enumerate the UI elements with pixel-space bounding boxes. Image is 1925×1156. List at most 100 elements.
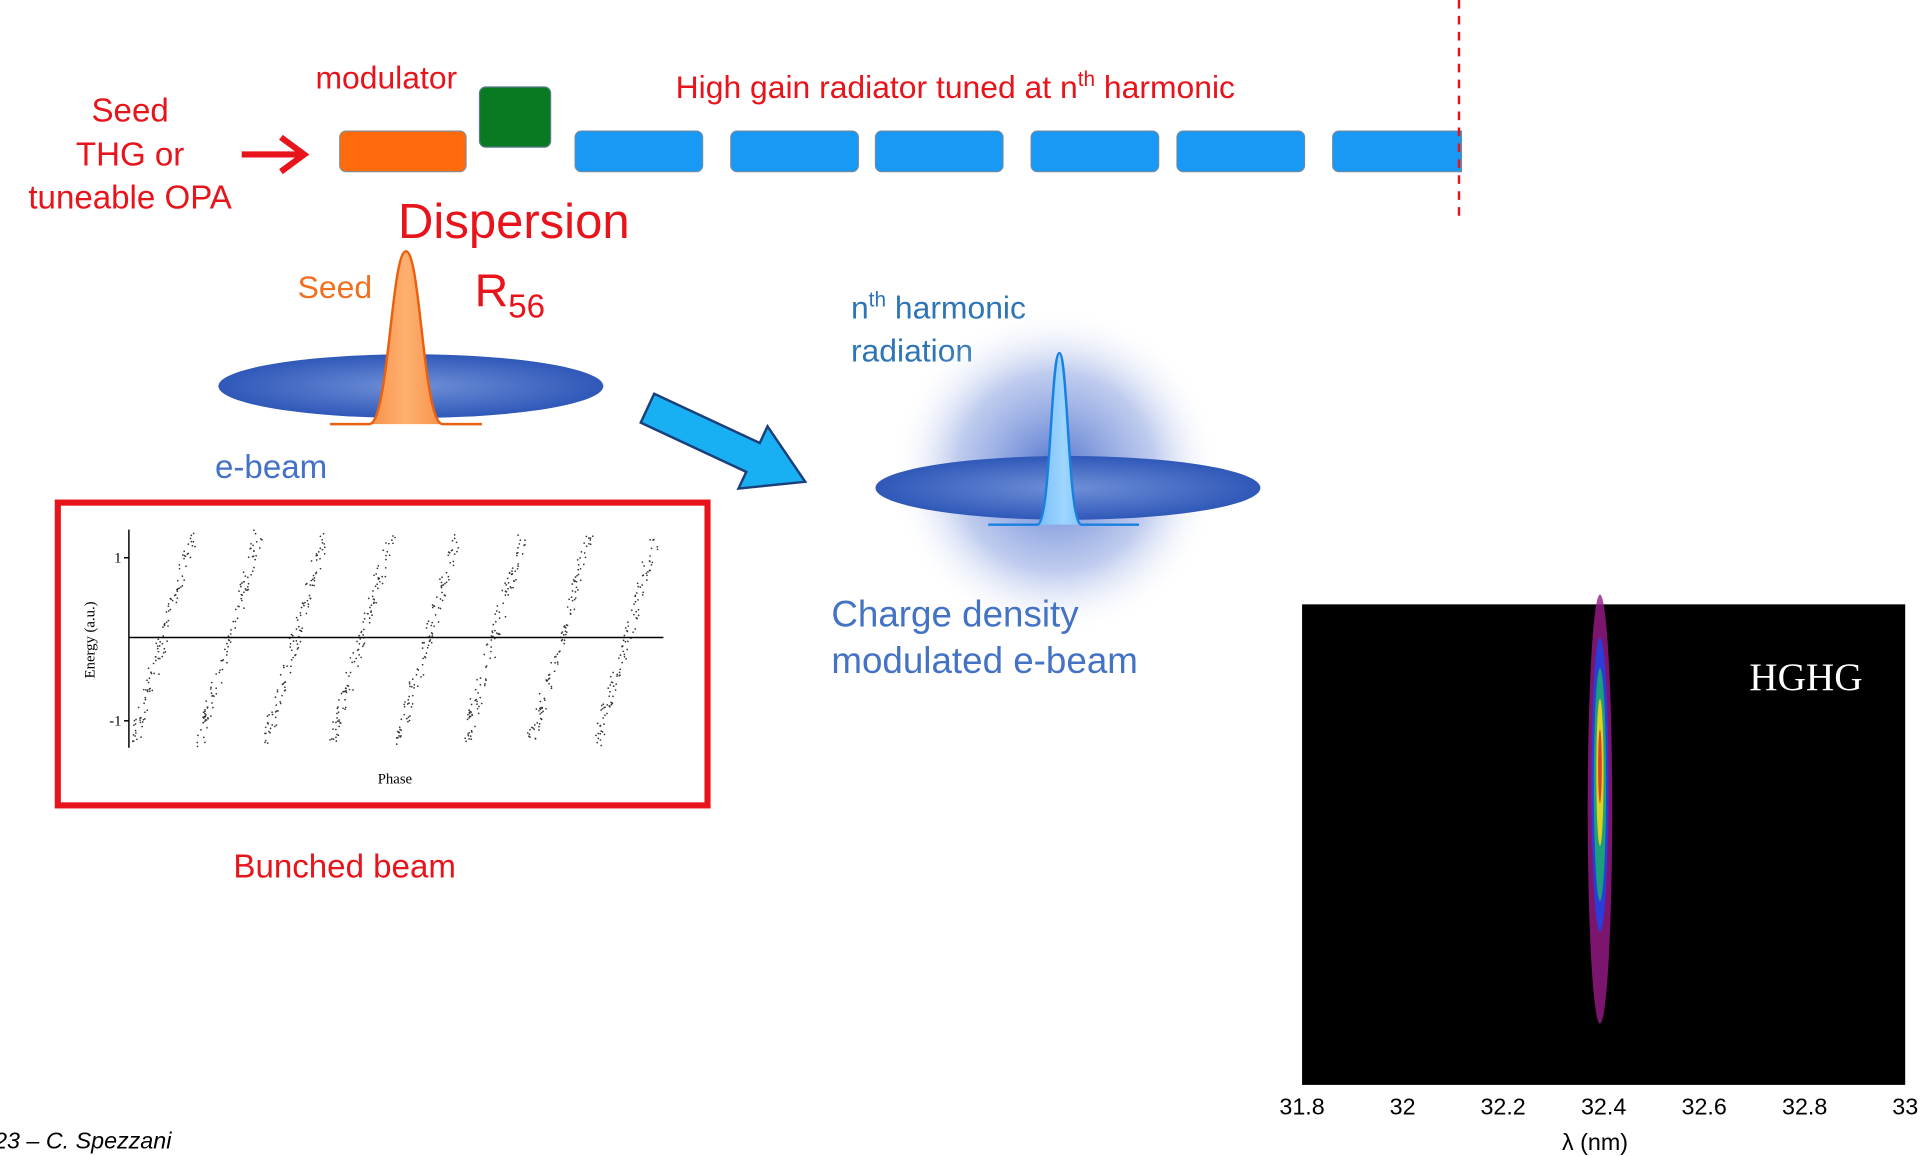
dot bbox=[140, 717, 142, 719]
dot bbox=[609, 684, 611, 686]
dot bbox=[250, 547, 252, 549]
modulated-label: modulated e-beam bbox=[831, 640, 1138, 681]
dot bbox=[237, 617, 239, 619]
dot bbox=[485, 680, 487, 682]
dot bbox=[206, 727, 208, 729]
dot bbox=[335, 722, 337, 724]
dot bbox=[499, 617, 501, 619]
seed-arrow bbox=[242, 137, 305, 171]
dot bbox=[243, 607, 245, 609]
dot bbox=[140, 736, 142, 738]
dot bbox=[475, 689, 477, 691]
dot bbox=[643, 574, 645, 576]
dot bbox=[382, 549, 384, 551]
dot bbox=[600, 739, 602, 741]
dot bbox=[206, 719, 208, 721]
x-tick-label: 32.2 bbox=[1480, 1093, 1525, 1119]
dot bbox=[618, 657, 620, 659]
dot bbox=[426, 627, 428, 629]
dot bbox=[613, 685, 615, 687]
dot bbox=[212, 707, 214, 709]
dot bbox=[308, 603, 310, 605]
dot bbox=[381, 576, 383, 578]
dot bbox=[490, 646, 492, 648]
dot bbox=[375, 585, 377, 587]
dot bbox=[470, 698, 472, 700]
dot bbox=[430, 625, 432, 627]
dot bbox=[373, 598, 375, 600]
dot bbox=[538, 729, 540, 731]
dot bbox=[243, 591, 245, 593]
dot bbox=[504, 582, 506, 584]
dot bbox=[346, 685, 348, 687]
dot bbox=[509, 572, 511, 574]
dot bbox=[649, 561, 651, 563]
dot bbox=[612, 702, 614, 704]
dot bbox=[135, 723, 137, 725]
dot bbox=[555, 656, 557, 658]
dot bbox=[470, 716, 472, 718]
dot bbox=[622, 651, 624, 653]
dot bbox=[253, 555, 255, 557]
symbol: R bbox=[475, 264, 509, 316]
dot bbox=[612, 696, 614, 698]
dot bbox=[600, 709, 602, 711]
dot bbox=[311, 560, 313, 562]
dot bbox=[474, 700, 476, 702]
dot bbox=[307, 600, 309, 602]
dot bbox=[284, 689, 286, 691]
dot bbox=[625, 641, 627, 643]
dot bbox=[158, 673, 160, 675]
dot bbox=[491, 630, 493, 632]
dot bbox=[211, 682, 213, 684]
dot bbox=[570, 613, 572, 615]
dot bbox=[332, 721, 334, 723]
dot bbox=[183, 550, 185, 552]
dot bbox=[565, 630, 567, 632]
dot bbox=[238, 606, 240, 608]
dot bbox=[608, 695, 610, 697]
dot bbox=[277, 691, 279, 693]
dot bbox=[291, 649, 293, 651]
dot bbox=[588, 537, 590, 539]
dot bbox=[210, 715, 212, 717]
dot bbox=[175, 594, 177, 596]
dot bbox=[175, 602, 177, 604]
dot bbox=[140, 722, 142, 724]
dot bbox=[615, 689, 617, 691]
dot bbox=[609, 691, 611, 693]
dot bbox=[215, 693, 217, 695]
dot bbox=[536, 722, 538, 724]
dot bbox=[306, 613, 308, 615]
dot bbox=[336, 717, 338, 719]
dot bbox=[338, 719, 340, 721]
dot bbox=[597, 733, 599, 735]
dot bbox=[422, 658, 424, 660]
text: n bbox=[851, 290, 869, 326]
dot bbox=[441, 592, 443, 594]
dot bbox=[543, 698, 545, 700]
dot bbox=[368, 597, 370, 599]
dot bbox=[196, 742, 198, 744]
dot bbox=[444, 594, 446, 596]
dot bbox=[364, 612, 366, 614]
dot bbox=[572, 590, 574, 592]
dot bbox=[420, 676, 422, 678]
dot bbox=[489, 657, 491, 659]
dot bbox=[148, 682, 150, 684]
dot bbox=[507, 588, 509, 590]
dot bbox=[476, 703, 478, 705]
dot bbox=[502, 602, 504, 604]
dot bbox=[544, 699, 546, 701]
dot bbox=[197, 746, 199, 748]
dot bbox=[623, 640, 625, 642]
seed-label: Seed bbox=[298, 269, 372, 305]
dot bbox=[344, 708, 346, 710]
dot bbox=[275, 711, 277, 713]
dot bbox=[352, 689, 354, 691]
dot bbox=[147, 689, 149, 691]
dot bbox=[358, 649, 360, 651]
spectrum-line bbox=[1588, 595, 1613, 1024]
dot bbox=[313, 585, 315, 587]
dot bbox=[574, 609, 576, 611]
